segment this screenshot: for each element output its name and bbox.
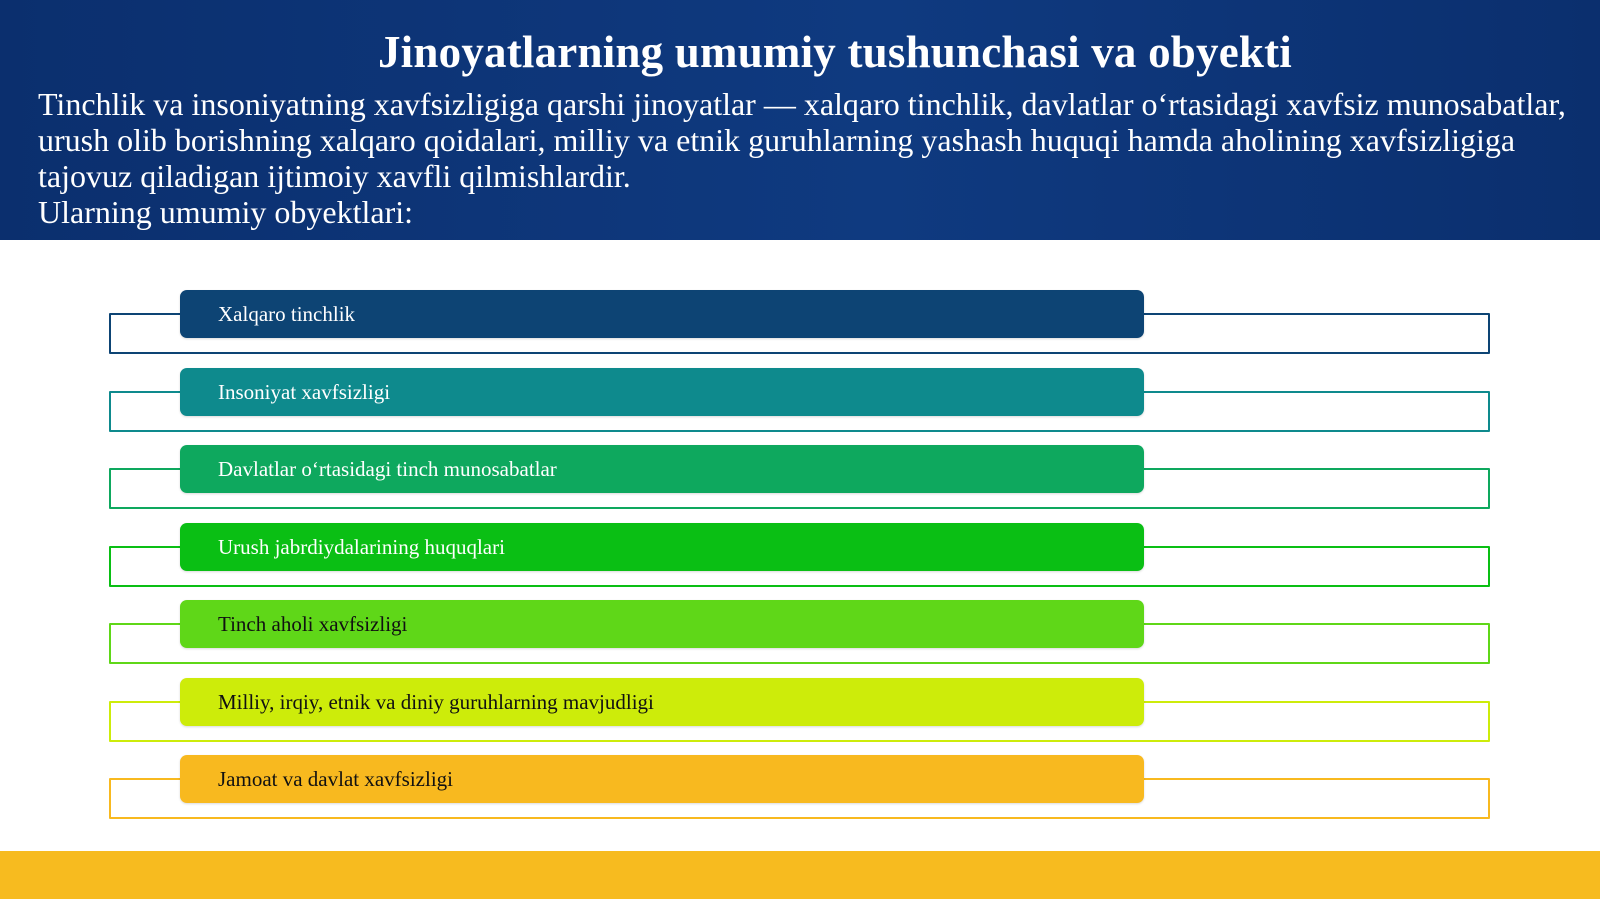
list-item: Davlatlar o‘rtasidagi tinch munosabatlar <box>180 445 1144 493</box>
header-banner: Jinoyatlarning umumiy tushunchasi va oby… <box>0 0 1600 240</box>
list-item: Urush jabrdiydalarining huquqlari <box>180 523 1144 571</box>
objects-label: Ularning umumiy obyektlari: <box>38 194 414 230</box>
footer-bar <box>0 851 1600 899</box>
list-item: Xalqaro tinchlik <box>180 290 1144 338</box>
intro-text: Tinchlik va insoniyatning xavfsizligiga … <box>38 86 1566 194</box>
list-item: Tinch aholi xavfsizligi <box>180 600 1144 648</box>
list-item: Milliy, irqiy, etnik va diniy guruhlarni… <box>180 678 1144 726</box>
list-item: Jamoat va davlat xavfsizligi <box>180 755 1144 803</box>
list-item: Insoniyat xavfsizligi <box>180 368 1144 416</box>
page-title: Jinoyatlarning umumiy tushunchasi va oby… <box>377 27 1292 77</box>
